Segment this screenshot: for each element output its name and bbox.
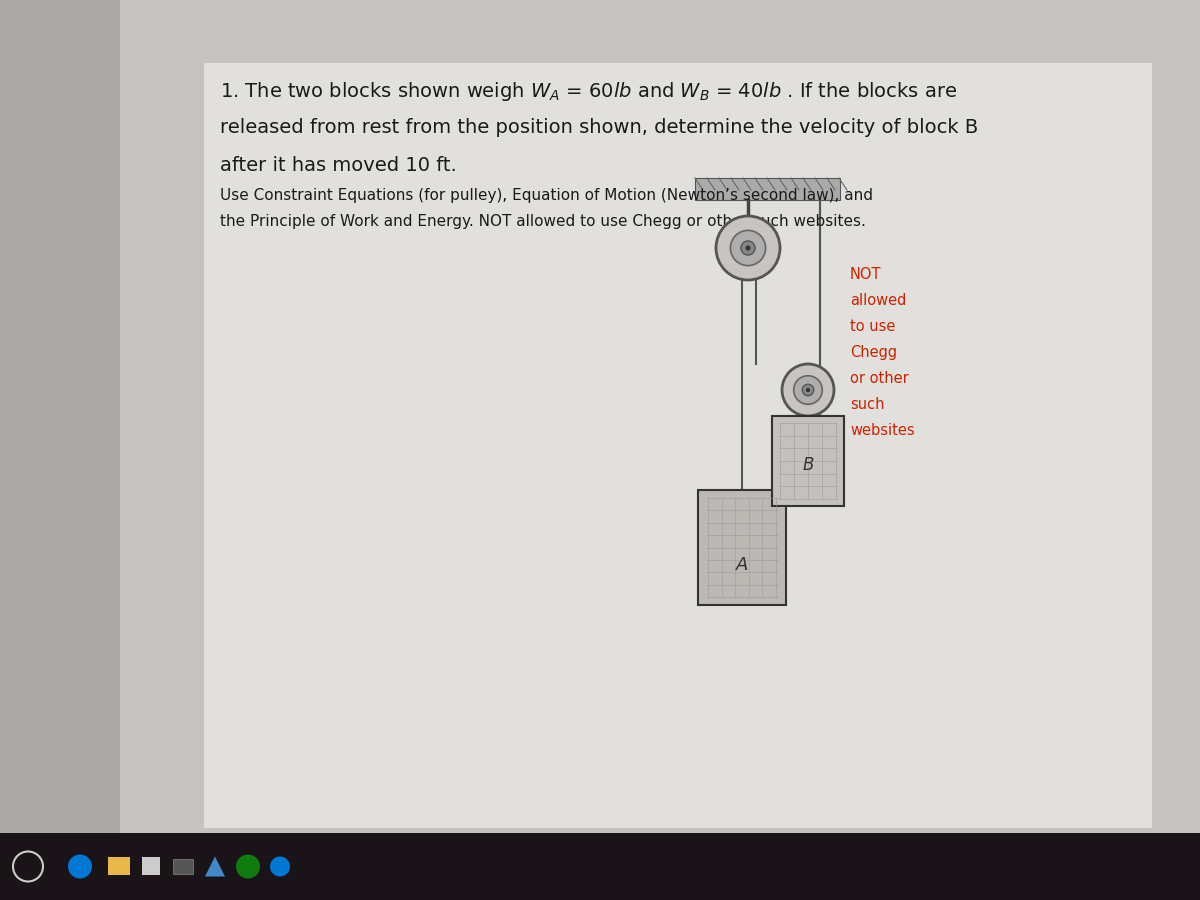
Circle shape [806,388,810,392]
Circle shape [270,857,290,877]
Circle shape [716,216,780,280]
Polygon shape [205,857,226,877]
Bar [0,833,1200,900]
Text: such: such [850,397,884,412]
Text: or other: or other [850,371,908,386]
Bar [0,0,120,900]
Bar [698,490,786,605]
Circle shape [782,364,834,416]
Text: allowed: allowed [850,293,906,308]
Text: to use: to use [850,319,895,334]
Bar [204,63,1152,828]
Circle shape [803,384,814,396]
Bar [142,857,160,875]
Text: B: B [803,456,814,474]
Text: websites: websites [850,423,914,438]
Circle shape [68,854,92,878]
Text: released from rest from the position shown, determine the velocity of block B: released from rest from the position sho… [220,118,978,137]
Text: NOT: NOT [850,267,882,282]
Circle shape [793,375,822,404]
Text: the Principle of Work and Energy. NOT allowed to use Chegg or other such website: the Principle of Work and Energy. NOT al… [220,214,866,229]
Text: after it has moved 10 ft.: after it has moved 10 ft. [220,156,457,175]
Circle shape [236,854,260,878]
Text: Use Constraint Equations (for pulley), Equation of Motion (Newton’s second law),: Use Constraint Equations (for pulley), E… [220,188,874,203]
Text: Chegg: Chegg [850,345,898,360]
Text: 1. The two blocks shown weigh $\mathit{W}_A$ = 60$\mathit{lb}$ and $\mathit{W}_B: 1. The two blocks shown weigh $\mathit{W… [220,80,958,103]
Bar [173,859,193,874]
Bar [108,857,130,875]
Circle shape [740,241,755,255]
Bar [772,416,844,506]
Circle shape [745,246,750,250]
Circle shape [731,230,766,266]
Text: A: A [736,555,748,574]
Bar [695,178,840,200]
